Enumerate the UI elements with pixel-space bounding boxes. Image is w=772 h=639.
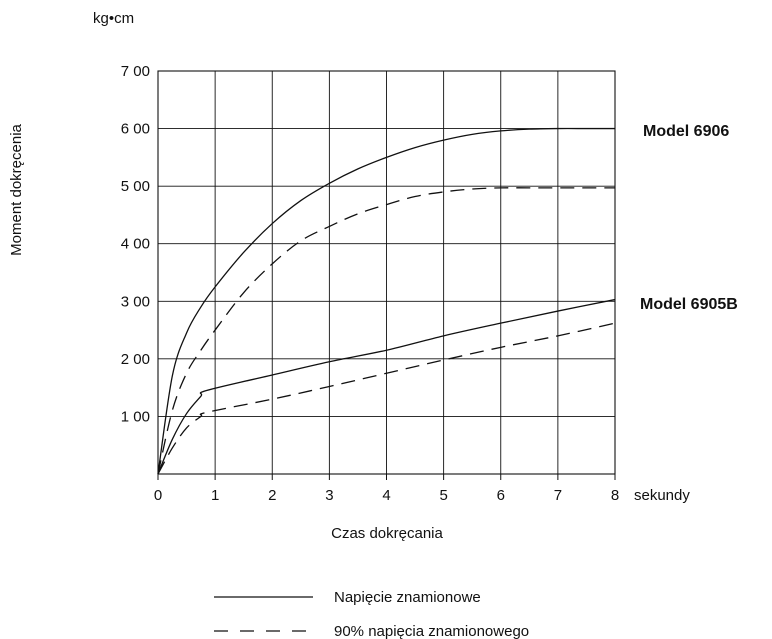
y-tick-label: 2 00 bbox=[121, 351, 150, 368]
series-line-model-6906-dashed bbox=[157, 187, 615, 475]
series-line-model-6906-solid bbox=[157, 127, 615, 475]
x-tick-label: 7 bbox=[554, 487, 562, 504]
x-tick-label: 2 bbox=[268, 487, 276, 504]
model-6905b-label: Model 6905B bbox=[640, 296, 738, 313]
x-tick-labels: 0 1 2 3 4 5 6 7 8 bbox=[154, 487, 619, 504]
x-tick-label: 5 bbox=[439, 487, 447, 504]
x-tick-label: 4 bbox=[382, 487, 390, 504]
y-tick-labels: 1 00 2 00 3 00 4 00 5 00 6 00 7 00 bbox=[121, 63, 150, 425]
y-tick-label: 4 00 bbox=[121, 236, 150, 253]
x-tick-label: 3 bbox=[325, 487, 333, 504]
y-unit-label: kg•cm bbox=[93, 10, 134, 27]
y-tick-label: 3 00 bbox=[121, 293, 150, 310]
legend-dashed-label: 90% napięcia znamionowego bbox=[334, 623, 529, 639]
x-tick-label: 0 bbox=[154, 487, 162, 504]
y-axis-label: Moment dokręcenia bbox=[8, 123, 25, 255]
model-6906-label: Model 6906 bbox=[643, 123, 729, 140]
x-tick-label: 8 bbox=[611, 487, 619, 504]
legend: Napięcie znamionowe 90% napięcia znamion… bbox=[214, 589, 529, 639]
x-tick-label: 1 bbox=[211, 487, 219, 504]
series-line-model-6905b-solid bbox=[157, 298, 616, 475]
y-tick-label: 5 00 bbox=[121, 178, 150, 195]
plot-frame bbox=[157, 70, 616, 480]
series-lines bbox=[157, 127, 616, 475]
y-tick-label: 1 00 bbox=[121, 408, 150, 425]
x-tick-label: 6 bbox=[497, 487, 505, 504]
x-axis-label: Czas dokręcania bbox=[331, 525, 443, 542]
x-unit-label: sekundy bbox=[634, 487, 690, 504]
y-tick-label: 7 00 bbox=[121, 63, 150, 80]
y-tick-label: 6 00 bbox=[121, 121, 150, 138]
series-line-model-6905b-dashed bbox=[157, 322, 616, 475]
legend-solid-label: Napięcie znamionowe bbox=[334, 589, 481, 606]
